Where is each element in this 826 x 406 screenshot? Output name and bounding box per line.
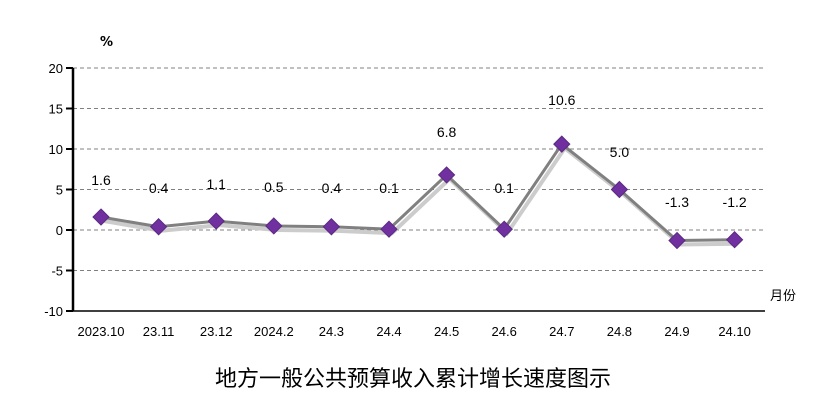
x-tick-label: 24.6 [492, 324, 517, 339]
data-point [553, 135, 571, 153]
data-label: 0.5 [264, 179, 284, 195]
data-point [322, 218, 341, 236]
series-line [100, 141, 735, 243]
x-tick-label: 23.12 [200, 324, 233, 339]
data-point [265, 217, 283, 235]
data-point [380, 220, 398, 238]
x-tick-label: 24.9 [664, 324, 689, 339]
data-point [207, 212, 225, 230]
data-point [668, 231, 686, 250]
data-label: 5.0 [610, 144, 630, 160]
data-point [437, 166, 456, 184]
data-point [610, 180, 629, 199]
y-tick-label: 0 [56, 223, 63, 238]
x-tick-label: 24.8 [607, 324, 632, 339]
data-point [495, 220, 513, 238]
data-label: 0.1 [379, 180, 399, 196]
data-label: -1.2 [723, 194, 747, 210]
y-axis-label: % [100, 35, 113, 50]
x-axis-label: 月份 [770, 289, 796, 304]
data-label: 1.6 [91, 172, 111, 188]
y-tick-label: -10 [44, 304, 63, 319]
y-tick-label: 5 [56, 183, 63, 198]
data-label: 6.8 [437, 124, 457, 140]
x-tick-label: 24.4 [376, 324, 401, 339]
x-tick-label: 2024.2 [254, 324, 294, 339]
y-tick-label: 15 [49, 102, 63, 117]
data-label: 0.4 [149, 180, 169, 196]
x-tick-label: 2023.10 [78, 324, 125, 339]
chart-title: 地方一般公共预算收入累计增长速度图示 [215, 367, 611, 392]
data-point [725, 231, 744, 249]
data-label: 10.6 [548, 92, 575, 108]
x-tick-label: 23.11 [143, 324, 175, 339]
x-tick-label: 24.3 [319, 324, 344, 339]
x-tick-label: 24.10 [718, 324, 751, 339]
x-tick-label: 24.7 [549, 324, 574, 339]
data-label: 0.1 [494, 180, 514, 196]
y-tick-label: 10 [49, 142, 63, 157]
y-tick-label: -5 [51, 264, 63, 279]
x-tick-label: 24.5 [434, 324, 459, 339]
data-label: -1.3 [665, 194, 689, 210]
y-tick-label: 20 [49, 61, 63, 76]
data-label: 1.1 [206, 176, 226, 192]
data-point [149, 218, 168, 236]
data-point [92, 208, 110, 226]
data-label: 0.4 [322, 180, 342, 196]
